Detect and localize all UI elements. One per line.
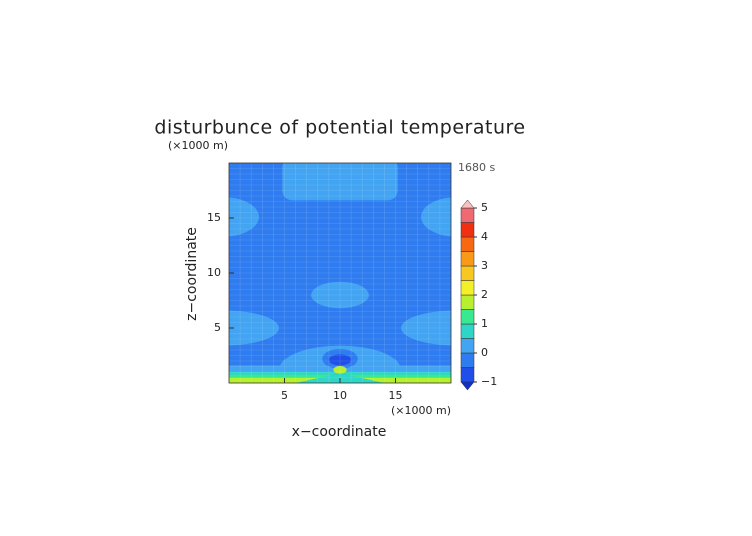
colorbar-swatch	[460, 294, 475, 310]
y-tick-label: 15	[207, 211, 221, 224]
colorbar-swatch	[460, 352, 475, 368]
colorbar-swatch	[460, 265, 475, 281]
colorbar-swatch	[460, 236, 475, 252]
x-tick-label: 5	[281, 389, 288, 402]
colorbar-swatch	[460, 251, 475, 267]
colorbar-tick-label: 3	[481, 259, 488, 272]
contour-region	[401, 310, 451, 346]
y-tick-label: 10	[207, 266, 221, 279]
colorbar-swatch	[460, 207, 475, 223]
colorbar-swatch	[460, 280, 475, 296]
contour-region	[282, 163, 398, 201]
y-axis-label: z−coordinate	[184, 227, 200, 321]
contour-region	[333, 365, 347, 374]
x-tick-label: 10	[333, 389, 347, 402]
colorbar-swatch	[460, 367, 475, 383]
y-unit: (×1000 m)	[168, 139, 228, 152]
chart-title: disturbunce of potential temperature	[154, 117, 525, 139]
contour-region	[328, 354, 352, 366]
contour-region	[229, 310, 279, 346]
colorbar-tick-label: 0	[481, 346, 488, 359]
contour-region	[229, 197, 259, 237]
colorbar-swatch	[460, 323, 475, 339]
y-tick-label: 5	[214, 321, 221, 334]
x-unit: (×1000 m)	[391, 404, 451, 417]
colorbar-swatch	[460, 222, 475, 238]
colorbar-swatch	[460, 309, 475, 325]
colorbar-tick-label: 2	[481, 288, 488, 301]
colorbar-extend	[460, 381, 475, 391]
colorbar-tick-label: 1	[481, 317, 488, 330]
x-axis-label: x−coordinate	[292, 424, 387, 440]
colorbar-tick-label: 5	[481, 201, 488, 214]
colorbar-extend	[460, 199, 475, 209]
overlay: 5 10 15 5 10 15 −1 0 1 2 3 4 5	[207, 162, 497, 402]
colorbar-swatch	[460, 338, 475, 354]
contour-region	[311, 281, 369, 309]
contour-region	[421, 197, 451, 237]
colorbar-tick-label: 4	[481, 230, 488, 243]
colorbar-tick-label: −1	[481, 375, 497, 388]
time-label: 1680 s	[458, 161, 495, 174]
x-tick-label: 15	[389, 389, 403, 402]
